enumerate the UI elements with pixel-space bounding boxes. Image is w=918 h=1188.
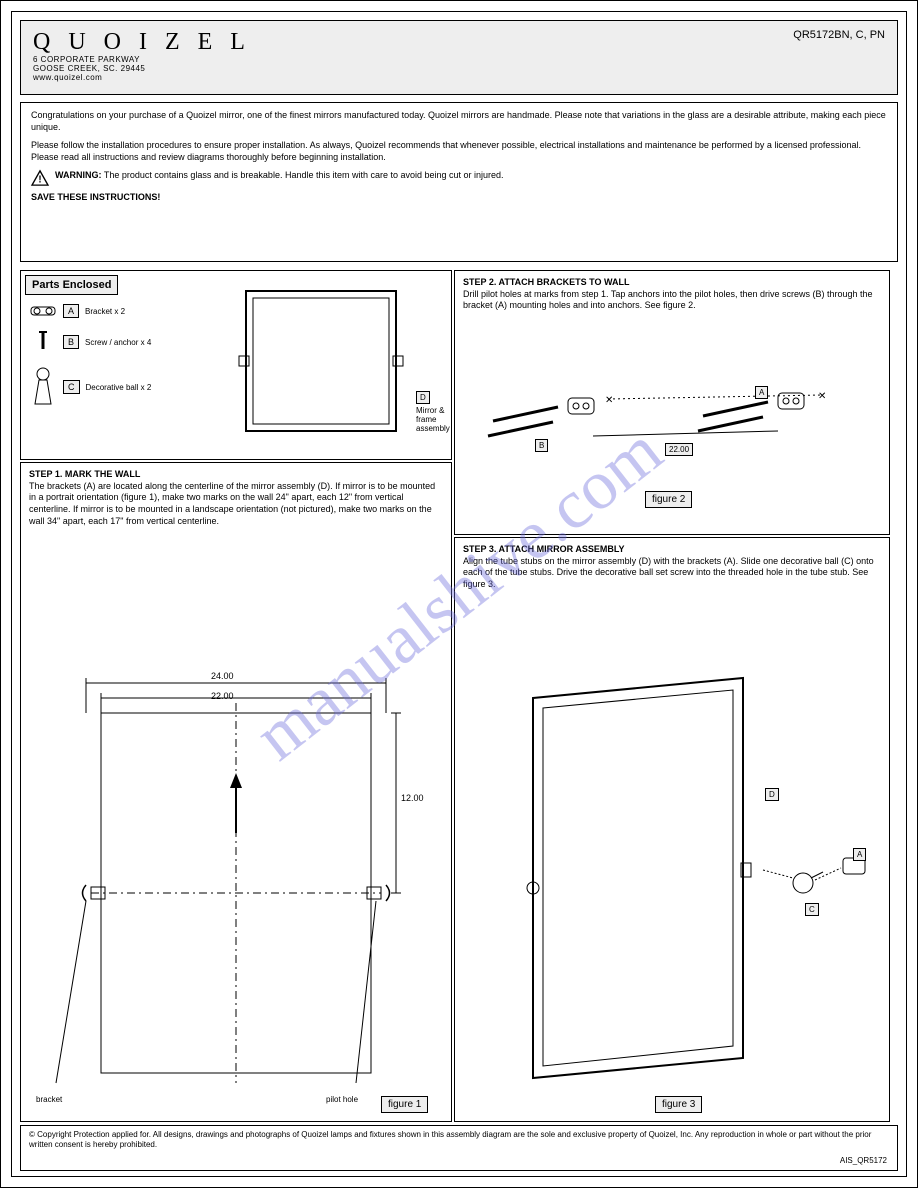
- part-row-c: C Decorative ball x 2: [29, 366, 151, 408]
- dim-inner: 22.00: [211, 691, 234, 701]
- warning-row: ! WARNING: The product contains glass an…: [31, 170, 887, 186]
- step2-label-b: B: [535, 439, 548, 452]
- step3-body: Align the tube stubs on the mirror assem…: [463, 556, 874, 589]
- step1-bracket-label: bracket: [36, 1095, 62, 1104]
- page: manualshive.com Q U O I Z E L 6 CORPORAT…: [0, 0, 918, 1188]
- warning-text: WARNING: The product contains glass and …: [55, 170, 504, 180]
- step3-label-d: D: [765, 788, 779, 801]
- part-desc-a: Bracket x 2: [85, 307, 125, 316]
- svg-text:✕: ✕: [605, 395, 613, 406]
- footer-line1: Copyright Protection applied for. All de…: [37, 1130, 693, 1139]
- step2-diagram: ✕ ✕: [463, 351, 883, 491]
- intro-p2: Please follow the installation procedure…: [31, 139, 887, 163]
- panel-parts: Parts Enclosed A Bracket x 2 B Screw / a…: [20, 270, 452, 460]
- step2-label-dist: 22.00: [665, 443, 693, 456]
- addr-line-3: www.quoizel.com: [33, 74, 885, 83]
- step2-body: Drill pilot holes at marks from step 1. …: [463, 289, 873, 311]
- step3-fig: figure 3: [655, 1096, 702, 1113]
- step3-text: STEP 3. ATTACH MIRROR ASSEMBLY Align the…: [463, 544, 881, 591]
- step2-label-a: A: [755, 386, 768, 399]
- part-row-b: B Screw / anchor x 4: [29, 329, 151, 355]
- step1-title: STEP 1. MARK THE WALL: [29, 469, 140, 479]
- svg-text:!: !: [38, 174, 41, 185]
- step3-label-c: C: [805, 903, 819, 916]
- part-label-d: D: [416, 391, 430, 404]
- dim-half: 12.00: [401, 793, 424, 803]
- step3-title: STEP 3. ATTACH MIRROR ASSEMBLY: [463, 544, 625, 554]
- step1-body: The brackets (A) are located along the c…: [29, 481, 435, 526]
- intro-p1: Congratulations on your purchase of a Qu…: [31, 109, 887, 133]
- part-desc-c: Decorative ball x 2: [86, 383, 152, 392]
- step3-label-a: A: [853, 848, 866, 861]
- model-number: QR5172BN, C, PN: [793, 29, 885, 41]
- parts-title: Parts Enclosed: [25, 275, 118, 295]
- inner-frame: manualshive.com Q U O I Z E L 6 CORPORAT…: [11, 11, 907, 1177]
- warning-bold: WARNING:: [55, 170, 102, 180]
- parts-mirror-icon: [231, 281, 411, 441]
- part-label-a: A: [63, 304, 79, 318]
- warning-icon: !: [31, 170, 49, 186]
- step2-title: STEP 2. ATTACH BRACKETS TO WALL: [463, 277, 630, 287]
- step1-text: STEP 1. MARK THE WALL The brackets (A) a…: [29, 469, 443, 527]
- addr-line-1: 6 CORPORATE PARKWAY: [33, 56, 885, 65]
- intro-box: Congratulations on your purchase of a Qu…: [20, 102, 898, 262]
- svg-text:✕: ✕: [818, 391, 826, 402]
- footer-box: © Copyright Protection applied for. All …: [20, 1125, 898, 1171]
- header-box: Q U O I Z E L 6 CORPORATE PARKWAY GOOSE …: [20, 20, 898, 95]
- panel-step3: STEP 3. ATTACH MIRROR ASSEMBLY Align the…: [454, 537, 890, 1122]
- panel-step1: STEP 1. MARK THE WALL The brackets (A) a…: [20, 462, 452, 1122]
- warning-body: The product contains glass and is breaka…: [102, 170, 504, 180]
- panel-step2: STEP 2. ATTACH BRACKETS TO WALL Drill pi…: [454, 270, 890, 535]
- footer-doc: AIS_QR5172: [840, 1156, 887, 1166]
- part-desc-b: Screw / anchor x 4: [85, 338, 151, 347]
- brand-name: Q U O I Z E L: [33, 29, 885, 56]
- step1-pilot-label: pilot hole: [326, 1095, 358, 1104]
- part-label-c: C: [63, 380, 80, 394]
- ball-icon: [29, 366, 57, 408]
- step3-diagram: [463, 658, 883, 1098]
- save-instructions: SAVE THESE INSTRUCTIONS!: [31, 192, 887, 202]
- part-row-a: A Bracket x 2: [29, 301, 125, 321]
- step2-text: STEP 2. ATTACH BRACKETS TO WALL Drill pi…: [463, 277, 881, 312]
- dim-outer: 24.00: [211, 671, 234, 681]
- copyright-symbol: ©: [29, 1130, 35, 1139]
- step2-fig: figure 2: [645, 491, 692, 508]
- screw-icon: [29, 329, 57, 355]
- part-desc-d: Mirror & frame assembly: [416, 406, 451, 433]
- step1-diagram: [31, 653, 441, 1113]
- addr-line-2: GOOSE CREEK, SC. 29445: [33, 65, 885, 74]
- step1-fig: figure 1: [381, 1096, 428, 1113]
- part-label-b: B: [63, 335, 79, 349]
- bracket-icon: [29, 301, 57, 321]
